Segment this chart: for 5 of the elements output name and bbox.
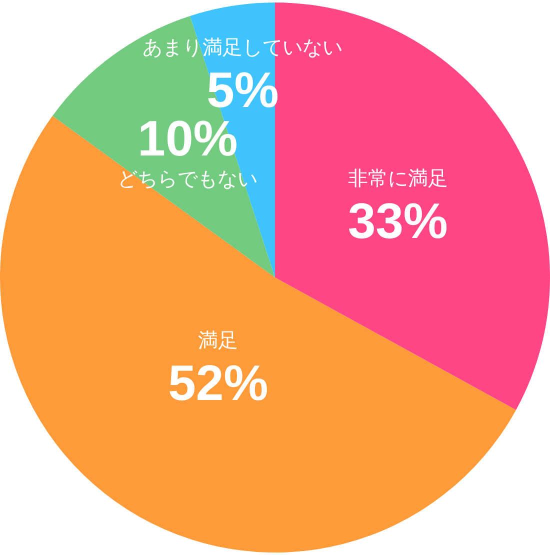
pie-slice xyxy=(0,116,516,552)
data-label: 33% xyxy=(348,192,448,249)
data-label: 52% xyxy=(168,355,268,412)
slice-label: 非常に満足 xyxy=(348,168,448,190)
slice-label: 満足 xyxy=(198,330,238,352)
